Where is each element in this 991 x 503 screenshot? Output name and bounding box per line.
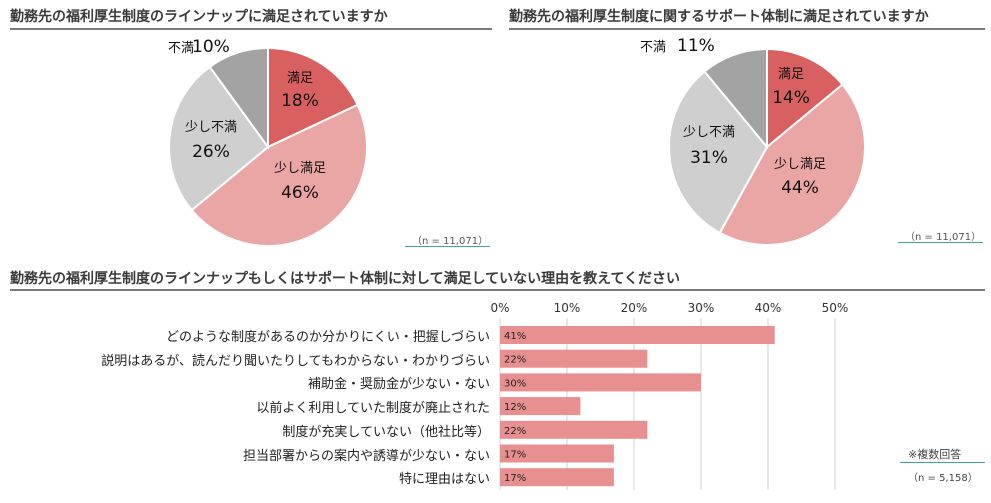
category-label: 説明はあるが、読んだり聞いたりしてもわからない・わかりづらい [101, 353, 490, 369]
bar [500, 468, 614, 487]
category-label: 補助金・奨励金が少ない・ない [307, 377, 490, 393]
pie-slice-value: 10% [192, 37, 230, 57]
bar [500, 326, 775, 344]
pie-slice-label: 不満 [640, 40, 666, 55]
chart3-title-rule [10, 289, 985, 291]
pie-slice-value: 11% [677, 36, 715, 56]
bar-value-label: 41% [504, 331, 526, 342]
bar-value-label: 30% [504, 378, 526, 389]
pie-slice-2 [718, 83, 866, 247]
pie-slice-value: 31% [690, 148, 728, 168]
bar [500, 444, 614, 463]
bar-value-label: 17% [504, 473, 526, 484]
pie-slice-3 [668, 70, 769, 235]
category-label: 特に理由はない [398, 472, 490, 488]
x-tick-label: 10% [554, 301, 581, 315]
pie-slice-3 [168, 65, 270, 212]
pie-slice-label: 少し不満 [185, 120, 237, 135]
chart3-note-rule [900, 462, 985, 463]
pie-slice-1 [766, 47, 844, 150]
pie-slice-value: 26% [192, 142, 230, 162]
x-tick-label: 0% [490, 301, 509, 315]
chart3-sample-note: （n = 5,158） [908, 473, 978, 484]
pie-slice-label: 満足 [778, 67, 804, 82]
bar [500, 420, 648, 439]
chart2-title-rule [509, 28, 985, 30]
category-label: 制度が充実していない（他社比等） [282, 424, 490, 440]
pie-slice-4 [703, 47, 768, 150]
multiple-answer-note: ※複数回答 [908, 448, 962, 461]
chart2-title: 勤務先の福利厚生制度に関するサポート体制に満足されていますか [509, 9, 929, 25]
pie-slice-value: 18% [281, 91, 319, 111]
x-tick-label: 30% [688, 301, 715, 315]
x-tick-label: 20% [621, 301, 648, 315]
pie-slice-label: 少し満足 [774, 157, 826, 172]
bar-chart: 0% 10% 20% 30% 40% 50% 41% 22% 30% 12% 22% 17% 17% [490, 301, 848, 490]
pie-slice-label: 少し満足 [274, 161, 326, 176]
bar-value-label: 12% [504, 402, 526, 413]
pie-slice-4 [208, 46, 269, 151]
bar-value-label: 22% [504, 355, 526, 366]
pie-slice-2 [190, 103, 368, 247]
pie-slice-label: 満足 [287, 71, 313, 86]
chart2-note-rule [898, 242, 983, 243]
chart1-note-rule [405, 246, 490, 247]
chart2-sample-note: （n = 11,071） [905, 232, 982, 243]
bar [500, 373, 701, 392]
bar-value-label: 17% [504, 450, 526, 461]
pie-slice-label: 不満 [168, 41, 194, 56]
category-label: 以前よく利用していた制度が廃止された [256, 401, 490, 417]
pie-slice-value: 46% [281, 183, 319, 203]
pie-slice-1 [267, 46, 359, 149]
pie-slice-value: 14% [772, 88, 810, 108]
category-label: どのような制度があるのか分かりにくい・把握しづらい [166, 330, 490, 345]
bar-value-label: 22% [504, 426, 526, 437]
chart3-title: 勤務先の福利厚生制度のラインナップもしくはサポート体制に対して満足していない理由… [10, 271, 681, 287]
pie-chart-2: 満足 14% 少し満足 44% 少し不満 31% 不満 11% [640, 36, 866, 247]
bar [500, 397, 581, 416]
x-tick-label: 50% [822, 301, 849, 315]
category-label: 担当部署からの案内や誘導が少ない・ない [242, 448, 490, 464]
chart1-sample-note: （n = 11,071） [412, 236, 489, 247]
x-tick-label: 40% [755, 301, 782, 315]
pie-slice-label: 少し不満 [683, 125, 735, 140]
chart1-title: 勤務先の福利厚生制度のラインナップに満足されていますか [10, 9, 388, 25]
chart1-title-rule [10, 28, 492, 30]
pie-slice-value: 44% [781, 178, 819, 198]
bar [500, 349, 648, 368]
